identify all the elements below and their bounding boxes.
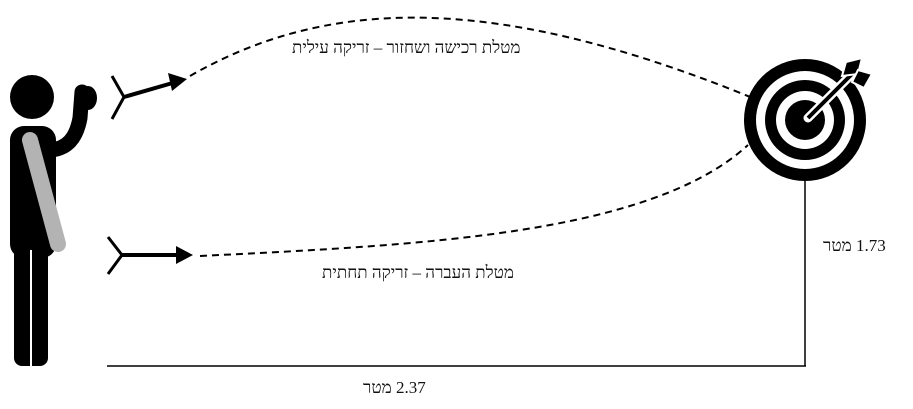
person-throwing-icon — [10, 75, 97, 366]
upper-dart-icon — [110, 73, 187, 120]
bullseye-target-icon — [744, 56, 874, 181]
throw-distance-label: 2.37 מטר — [363, 378, 426, 397]
overhand-trajectory — [189, 16, 801, 119]
sleeve-shape — [22, 132, 66, 252]
lower-dart-icon — [106, 236, 193, 275]
underhand-trajectory — [199, 144, 749, 257]
overhand-throw-label: מטלת רכישה ושחזור – זריקה עילית — [292, 38, 521, 57]
target-height-label: 1.73 מטר — [823, 236, 886, 255]
underhand-throw-label: מטלת העברה – זריקה תחתית — [322, 263, 514, 282]
